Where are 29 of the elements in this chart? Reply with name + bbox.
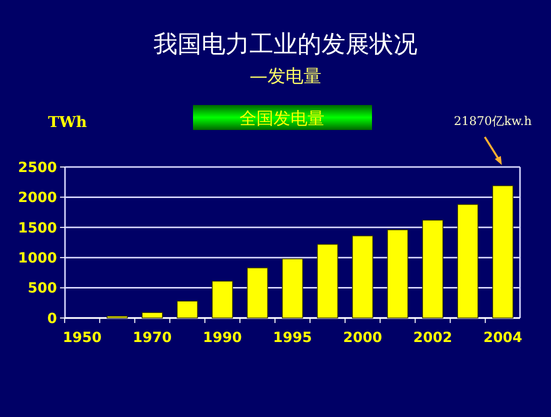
y-tick-label: 500 xyxy=(28,280,58,297)
y-tick-label: 1500 xyxy=(18,220,58,236)
chart-title: 我国电力工业的发展状况 xyxy=(154,30,418,58)
text: 全国发电量 xyxy=(240,108,324,129)
bar xyxy=(282,258,304,318)
x-tick-label: 1950 xyxy=(62,330,102,346)
y-tick-label: 2000 xyxy=(18,190,58,206)
bar xyxy=(142,312,163,318)
bar xyxy=(422,220,444,318)
x-tick-label: 2004 xyxy=(483,330,523,346)
bar xyxy=(176,300,198,318)
x-tick-label: 2000 xyxy=(343,330,382,346)
x-tick-label: 1970 xyxy=(132,330,172,346)
y-tick-label: 0 xyxy=(47,310,58,327)
bar xyxy=(246,267,268,318)
y-tick-label: 1000 xyxy=(18,250,58,266)
bar xyxy=(352,235,374,318)
x-tick-label: 1990 xyxy=(202,330,242,346)
text: 21870亿kw.h xyxy=(454,114,532,128)
y-axis-title: TWh xyxy=(48,113,88,131)
x-tick-label: 1995 xyxy=(273,330,312,346)
chart-subtitle: —发电量 xyxy=(250,66,322,87)
bar xyxy=(316,244,338,318)
y-tick-label: 2500 xyxy=(18,160,58,176)
bar xyxy=(457,204,478,318)
x-tick-label: 2002 xyxy=(413,330,452,346)
bar xyxy=(387,229,408,318)
bar xyxy=(492,185,514,318)
bar xyxy=(212,280,233,318)
